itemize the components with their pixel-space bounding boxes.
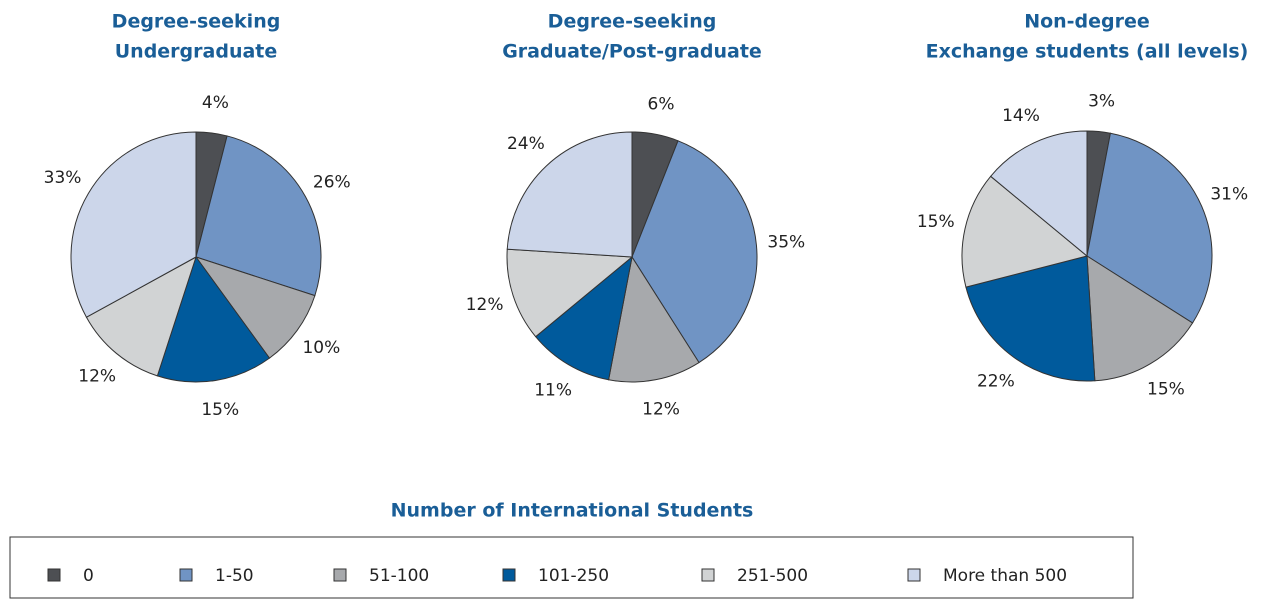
legend-swatch xyxy=(907,568,921,582)
chart-title: Exchange students (all levels) xyxy=(926,41,1249,63)
pie-slice xyxy=(1086,255,1194,382)
data-label: 35% xyxy=(767,232,805,252)
pie-slice xyxy=(70,131,197,318)
data-label: 12% xyxy=(78,366,116,386)
pie-slice xyxy=(965,255,1096,382)
data-label: 10% xyxy=(302,338,340,358)
data-label: 14% xyxy=(1002,106,1040,126)
legend-title: Number of International Students xyxy=(391,500,754,522)
chart-title: Graduate/Post-graduate xyxy=(502,41,762,63)
pie-slice xyxy=(989,130,1088,258)
pie-slice xyxy=(85,255,197,377)
pie-slice xyxy=(961,175,1089,288)
pie-slice xyxy=(506,248,634,338)
legend-label: 51-100 xyxy=(369,566,429,586)
legend-label: More than 500 xyxy=(943,566,1067,586)
pie-slice xyxy=(194,256,316,359)
pie-slice xyxy=(156,255,271,383)
legend-swatch xyxy=(701,568,715,582)
data-label: 24% xyxy=(507,134,545,154)
pie-slice xyxy=(195,135,322,297)
pie-slice xyxy=(631,140,758,364)
legend-label: 101-250 xyxy=(538,566,609,586)
data-label: 31% xyxy=(1210,184,1248,204)
chart-title: Non-degree xyxy=(1024,11,1150,33)
data-label: 33% xyxy=(44,168,82,188)
data-label: 22% xyxy=(977,371,1015,391)
legend-box xyxy=(9,536,1134,599)
legend-swatch xyxy=(47,568,61,582)
data-label: 15% xyxy=(1147,379,1185,399)
legend-label: 251-500 xyxy=(737,566,808,586)
data-label: 15% xyxy=(201,400,239,420)
data-label: 4% xyxy=(202,93,229,113)
data-label: 12% xyxy=(642,399,680,419)
legend-label: 0 xyxy=(83,566,94,586)
pie-slice xyxy=(534,255,633,381)
chart-title: Degree-seeking xyxy=(112,11,281,33)
pie-slice xyxy=(607,255,700,383)
data-label: 26% xyxy=(313,172,351,192)
legend-label: 1-50 xyxy=(215,566,254,586)
data-label: 12% xyxy=(466,295,504,315)
pie-slice xyxy=(506,131,633,258)
data-label: 15% xyxy=(917,212,955,232)
chart-title: Undergraduate xyxy=(115,41,278,63)
legend-swatch xyxy=(179,568,193,582)
data-label: 3% xyxy=(1088,92,1115,112)
legend-swatch xyxy=(502,568,516,582)
data-label: 6% xyxy=(648,95,675,115)
legend-swatch xyxy=(333,568,347,582)
data-label: 11% xyxy=(534,380,572,400)
chart-title: Degree-seeking xyxy=(548,11,717,33)
